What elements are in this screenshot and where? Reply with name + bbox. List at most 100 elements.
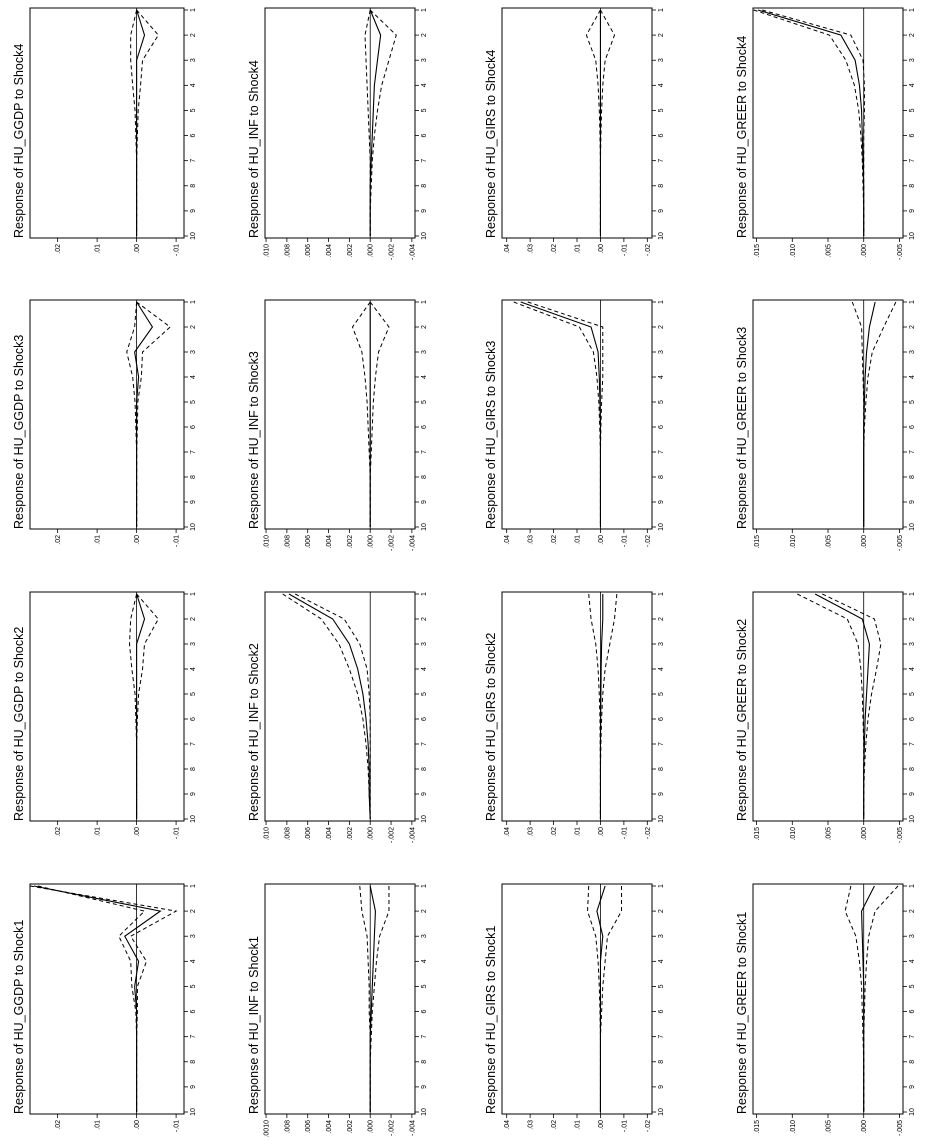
y-tick-label: .04: [504, 244, 511, 254]
y-tick-label: .03: [528, 827, 535, 837]
y-tick-label: .02: [551, 827, 558, 837]
y-tick-label: .015: [754, 535, 761, 549]
x-tick-label: 5: [190, 108, 197, 112]
y-tick-label: .000: [368, 1120, 375, 1134]
y-tick-label: .004: [326, 244, 333, 258]
x-tick-label: 10: [190, 232, 197, 240]
x-tick-label: 1: [190, 884, 197, 888]
x-tick-label: 10: [658, 1108, 665, 1116]
x-tick-label: 3: [658, 642, 665, 646]
x-tick-label: 4: [909, 959, 916, 963]
confidence-band-line: [599, 886, 623, 1112]
y-tick-label: .03: [528, 1120, 535, 1130]
confidence-band-line: [136, 9, 159, 236]
y-tick-label: .02: [55, 535, 62, 545]
irf-panel: .010 .008 .006 .004 .002 .000 -.002 -.004 1 2 3 4 5 6…: [247, 591, 428, 843]
x-tick-label: 7: [421, 450, 428, 454]
panel-title: Response of HU_GIRS to Shock3: [484, 341, 498, 529]
y-tick-label: .015: [754, 1120, 761, 1134]
response-line: [596, 885, 606, 1112]
x-tick-label: 10: [190, 1108, 197, 1116]
y-tick-label: .0010: [264, 1120, 271, 1138]
y-tick-label: -.005: [897, 1120, 904, 1136]
x-tick-label: 7: [190, 1035, 197, 1039]
y-tick-label: .01: [95, 1120, 102, 1130]
x-tick-label: 6: [421, 717, 428, 721]
y-tick-label: .01: [575, 1120, 582, 1130]
y-tick-label: .005: [826, 1120, 833, 1134]
x-tick-label: 6: [658, 134, 665, 138]
x-tick-label: 3: [909, 934, 916, 938]
confidence-band-line: [129, 593, 138, 819]
irf-panel: .015 .010 .005 .000 -.005 1 2 3 4 5 6 7 8 9 10 Response…: [735, 591, 916, 843]
x-tick-label: 6: [190, 1010, 197, 1014]
x-tick-label: 1: [658, 592, 665, 596]
confidence-band-line: [359, 885, 371, 1112]
y-tick-label: .000: [368, 827, 375, 841]
y-tick-label: .004: [326, 1120, 333, 1134]
response-line: [814, 593, 870, 819]
x-tick-label: 8: [190, 767, 197, 771]
x-tick-label: 1: [658, 300, 665, 304]
x-tick-label: 6: [909, 717, 916, 721]
x-tick-label: 8: [658, 184, 665, 188]
x-tick-label: 2: [909, 325, 916, 329]
x-tick-label: 8: [190, 475, 197, 479]
x-tick-label: 7: [190, 159, 197, 163]
x-tick-label: 7: [909, 742, 916, 746]
y-tick-label: -.002: [389, 535, 396, 551]
x-tick-label: 5: [421, 692, 428, 696]
x-tick-label: 7: [421, 159, 428, 163]
y-tick-label: .000: [368, 244, 375, 258]
x-tick-label: 5: [421, 108, 428, 112]
y-tick-label: .002: [347, 1120, 354, 1134]
y-tick-label: .002: [347, 535, 354, 549]
response-line: [863, 301, 876, 527]
y-tick-label: .00: [134, 535, 141, 545]
x-tick-label: 8: [190, 184, 197, 188]
x-tick-label: 2: [421, 617, 428, 621]
irf-panel: .04 .03 .02 .01 .00 -.01 -.02 1 2 3 4 5 6 7 8 9 10 Respon…: [484, 883, 665, 1132]
x-tick-label: 10: [909, 1108, 916, 1116]
confidence-band-line: [136, 301, 171, 527]
x-tick-label: 3: [421, 934, 428, 938]
x-tick-label: 1: [421, 884, 428, 888]
y-tick-label: .02: [551, 244, 558, 254]
panel-title: Response of HU_GIRS to Shock2: [484, 633, 498, 821]
x-tick-label: 7: [421, 1035, 428, 1039]
x-tick-label: 7: [909, 450, 916, 454]
x-tick-label: 2: [421, 33, 428, 37]
response-line: [520, 301, 601, 527]
x-tick-label: 8: [909, 475, 916, 479]
y-tick-label: .000: [368, 535, 375, 549]
panel-title: Response of HU_GIRS to Shock1: [484, 926, 498, 1114]
irf-panel: .02 .01 .00 -.01 1 2 3 4 5 6 7 8 9 10 Response of HU_G…: [12, 591, 197, 839]
x-tick-label: 1: [190, 8, 197, 12]
y-tick-label: -.02: [645, 244, 652, 256]
x-tick-label: 8: [421, 767, 428, 771]
plot-frame: [264, 883, 416, 1115]
plot-frame: [501, 883, 653, 1115]
y-tick-label: .002: [347, 244, 354, 258]
y-tick-label: .04: [504, 1120, 511, 1130]
y-tick-label: .000: [861, 1120, 868, 1134]
x-tick-label: 3: [190, 642, 197, 646]
irf-panel: .04 .03 .02 .01 .00 -.01 -.02 1 2 3 4 5 6 7 8 9 10 Respon…: [484, 299, 665, 547]
x-tick-label: 5: [658, 108, 665, 112]
x-tick-label: 4: [658, 375, 665, 379]
panel-title: Response of HU_GREER to Shock3: [735, 327, 749, 529]
response-line: [33, 885, 162, 1112]
plot-frame: [501, 591, 653, 822]
y-tick-label: -.005: [897, 244, 904, 260]
x-tick-label: 4: [190, 83, 197, 87]
y-tick-label: .008: [284, 1120, 291, 1134]
x-tick-label: 6: [190, 134, 197, 138]
confidence-band-line: [851, 301, 865, 527]
confidence-band-line: [863, 885, 899, 1112]
y-tick-label: -.004: [409, 244, 416, 260]
y-tick-label: -.01: [174, 1120, 181, 1132]
response-line: [288, 593, 371, 820]
irf-panel: .02 .01 .00 -.01 1 2 3 4 5 6 7 8 9 10 Response of HU_G…: [12, 299, 197, 547]
y-tick-label: .04: [504, 535, 511, 545]
x-tick-label: 5: [658, 692, 665, 696]
